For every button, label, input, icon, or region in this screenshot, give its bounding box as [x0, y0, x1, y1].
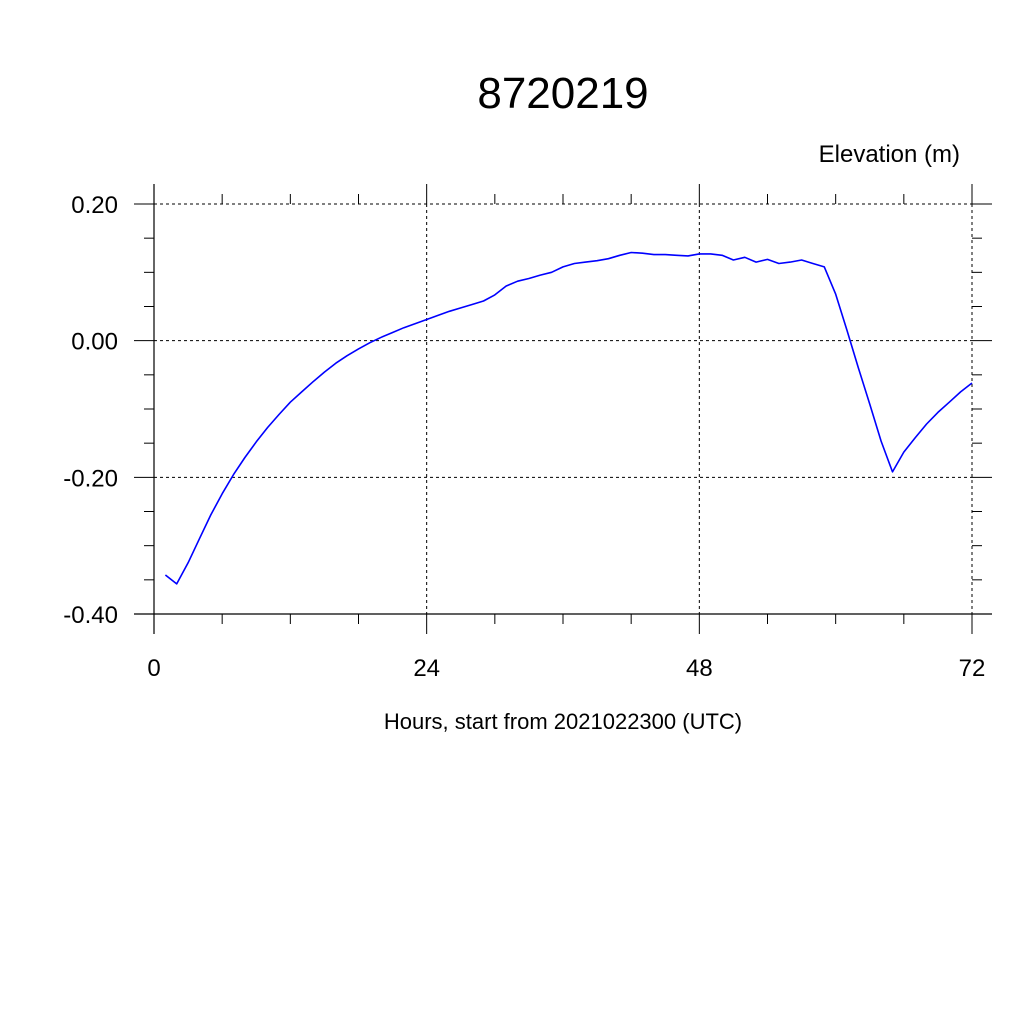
y-tick-label: -0.40: [63, 602, 118, 629]
x-tick-label: 0: [147, 655, 160, 682]
y-tick-labels: -0.40 -0.20 0.00 0.20: [63, 192, 118, 629]
grid: [153, 203, 973, 615]
y-axis-label: Elevation (m): [819, 141, 960, 168]
y-tick-label: 0.20: [71, 192, 118, 219]
x-tick-label: 72: [959, 655, 986, 682]
x-tick-label: 24: [413, 655, 440, 682]
y-tick-label: 0.00: [71, 329, 118, 356]
x-axis-label: Hours, start from 2021022300 (UTC): [384, 709, 742, 734]
major-ticks: [134, 184, 992, 634]
y-tick-label: -0.20: [63, 465, 118, 492]
series-line-0: [164, 251, 973, 585]
x-tick-label: 48: [686, 655, 713, 682]
chart-title: 8720219: [477, 69, 648, 118]
series-layer: [164, 251, 973, 585]
minor-ticks: [144, 194, 982, 624]
x-tick-labels: 0 24 48 72: [147, 655, 985, 682]
